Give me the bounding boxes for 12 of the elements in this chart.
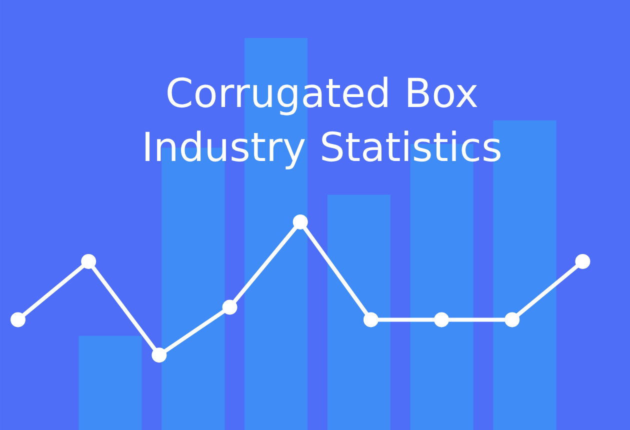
bar bbox=[327, 194, 390, 430]
point bbox=[152, 348, 167, 363]
point bbox=[504, 312, 520, 328]
point bbox=[222, 300, 238, 315]
point bbox=[363, 312, 378, 328]
point bbox=[10, 312, 26, 328]
point bbox=[575, 254, 590, 269]
bar bbox=[78, 336, 142, 430]
text: Corrugated Box Industry Statistics bbox=[146, 76, 500, 170]
point bbox=[81, 254, 96, 269]
point bbox=[434, 312, 450, 328]
point bbox=[292, 214, 308, 230]
